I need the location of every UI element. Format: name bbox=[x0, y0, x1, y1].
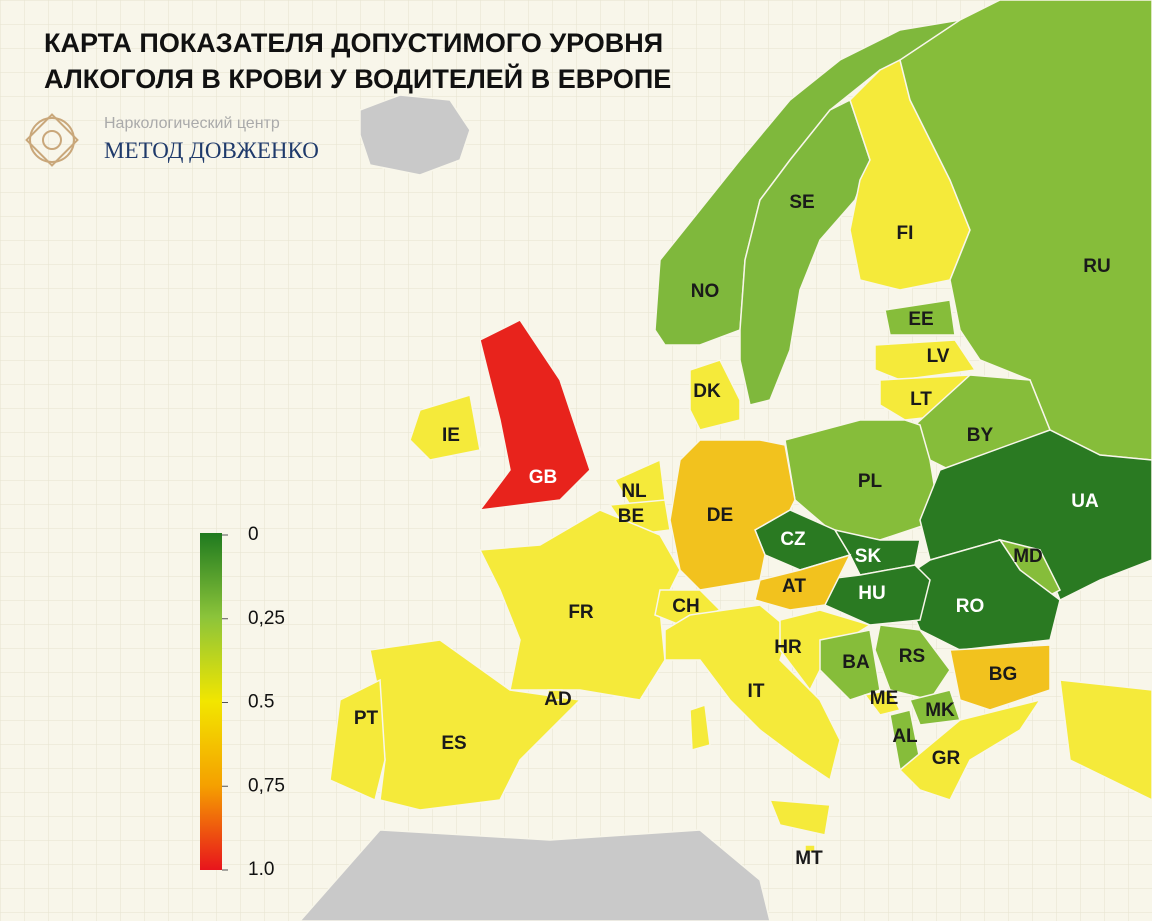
country-label: MD bbox=[1013, 546, 1043, 567]
legend-label: 0.5 bbox=[248, 692, 274, 713]
country-label: DK bbox=[693, 381, 721, 402]
country-label: BY bbox=[967, 425, 994, 446]
country bbox=[919, 429, 1152, 602]
country bbox=[819, 564, 931, 626]
country-label: CZ bbox=[780, 529, 806, 550]
country bbox=[409, 394, 481, 461]
country-label: NL bbox=[621, 481, 647, 502]
title-line: АЛКОГОЛЯ В КРОВИ У ВОДИТЕЛЕЙ В ЕВРОПЕ bbox=[44, 63, 671, 94]
country bbox=[478, 319, 591, 511]
title-line: КАРТА ПОКАЗАТЕЛЯ ДОПУСТИМОГО УРОВНЯ bbox=[44, 28, 663, 58]
legend: 0 0,25 0.5 0,75 1.0 bbox=[200, 524, 285, 880]
country-label: FR bbox=[568, 602, 594, 623]
logo-icon bbox=[25, 113, 79, 167]
corsica bbox=[689, 703, 711, 751]
sicily bbox=[768, 799, 831, 836]
country-label: GB bbox=[529, 467, 558, 488]
iceland bbox=[359, 94, 471, 176]
country-label: PL bbox=[858, 471, 883, 492]
country-label: SK bbox=[855, 546, 882, 567]
country-label: AD bbox=[544, 689, 571, 710]
country-label: IE bbox=[442, 425, 460, 446]
legend-label: 0 bbox=[248, 524, 259, 545]
country bbox=[329, 678, 386, 802]
country-label: RS bbox=[899, 646, 925, 667]
country-label: SE bbox=[789, 192, 814, 213]
country-label: ES bbox=[441, 733, 466, 754]
country-label: HU bbox=[858, 583, 885, 604]
country-label: AT bbox=[782, 576, 806, 597]
legend-label: 1.0 bbox=[248, 859, 274, 880]
legend-label: 0,75 bbox=[248, 775, 285, 796]
country bbox=[689, 359, 741, 431]
country-label: CH bbox=[672, 596, 699, 617]
legend-bar bbox=[200, 533, 222, 870]
country bbox=[884, 299, 956, 336]
country-label: HR bbox=[774, 637, 802, 658]
country-label: BE bbox=[618, 506, 644, 527]
logo-name: МЕТОД ДОВЖЕНКО bbox=[104, 138, 319, 163]
africa bbox=[299, 829, 771, 921]
country-label: GR bbox=[932, 748, 961, 769]
country-label: BG bbox=[989, 664, 1018, 685]
turkey bbox=[1059, 679, 1152, 801]
country bbox=[547, 689, 563, 701]
header: КАРТА ПОКАЗАТЕЛЯ ДОПУСТИМОГО УРОВНЯ АЛКО… bbox=[44, 28, 671, 94]
country-label: RU bbox=[1083, 256, 1110, 277]
country-label: ME bbox=[870, 688, 899, 709]
country bbox=[898, 698, 1042, 801]
logo-subtitle: Наркологический центр bbox=[104, 115, 280, 132]
country-labels: NO SE FI RU EE LV LT BY PL UA MD RO CZ SK HU AT DE DK NL BE… bbox=[354, 192, 1111, 869]
country-label: LT bbox=[910, 389, 932, 410]
country-label: FI bbox=[897, 223, 914, 244]
land bbox=[299, 0, 1152, 921]
country-label: LV bbox=[927, 346, 950, 367]
country-label: DE bbox=[707, 505, 733, 526]
country-label: NO bbox=[691, 281, 720, 302]
country bbox=[754, 553, 852, 611]
country-label: EE bbox=[908, 309, 933, 330]
country-label: AL bbox=[892, 726, 918, 747]
country-label: RO bbox=[956, 596, 985, 617]
country-label: IT bbox=[748, 681, 765, 702]
logo: Наркологический центр МЕТОД ДОВЖЕНКО bbox=[25, 113, 319, 167]
country-label: MK bbox=[925, 700, 955, 721]
country bbox=[804, 844, 816, 853]
country bbox=[739, 98, 871, 406]
country-label: PT bbox=[354, 708, 379, 729]
country-label: MT bbox=[795, 848, 823, 869]
country bbox=[949, 644, 1051, 711]
country-label: BA bbox=[842, 652, 870, 673]
country-label: UA bbox=[1071, 491, 1099, 512]
legend-label: 0,25 bbox=[248, 608, 285, 629]
country bbox=[874, 339, 977, 381]
country bbox=[863, 689, 902, 716]
